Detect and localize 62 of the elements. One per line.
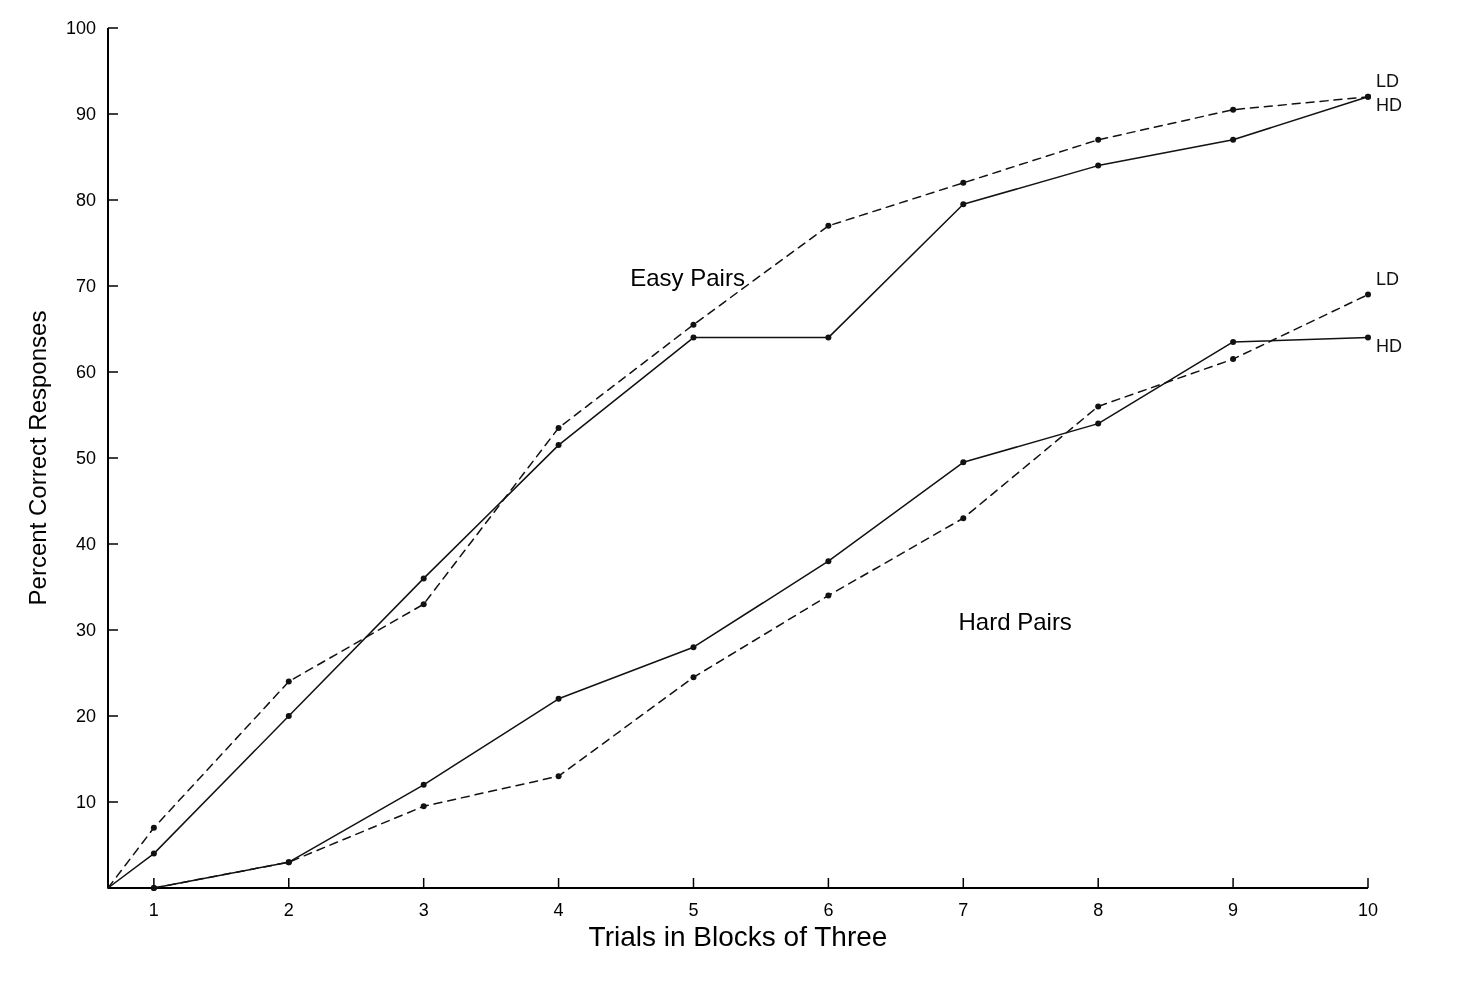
x-tick-label: 2 <box>283 900 294 920</box>
y-tick-label: 80 <box>75 190 96 210</box>
point <box>420 781 427 788</box>
annotation: Easy Pairs <box>630 264 745 291</box>
point <box>285 713 292 719</box>
point <box>1230 136 1237 143</box>
y-tick-label: 20 <box>75 706 96 726</box>
x-tick-label: 7 <box>958 900 969 920</box>
point <box>1230 338 1237 345</box>
series-label: HD <box>1376 335 1402 356</box>
point <box>1095 403 1102 410</box>
series-label: LD <box>1376 70 1400 91</box>
x-tick-label: 6 <box>823 900 834 920</box>
point <box>555 424 562 431</box>
y-tick-label: 100 <box>65 18 96 38</box>
x-tick-label: 8 <box>1093 900 1104 920</box>
x-tick-label: 3 <box>418 900 429 920</box>
x-tick-label: 4 <box>553 900 564 920</box>
series-label: HD <box>1376 94 1402 115</box>
y-tick-label: 40 <box>75 534 96 554</box>
point <box>1230 106 1237 113</box>
series-label: LD <box>1376 268 1400 289</box>
x-tick-label: 5 <box>688 900 699 920</box>
point <box>420 803 427 810</box>
point <box>960 459 967 466</box>
point <box>420 575 427 582</box>
point <box>1095 420 1102 427</box>
point <box>690 674 697 681</box>
point <box>285 678 292 685</box>
point <box>690 334 697 341</box>
point <box>1230 356 1237 363</box>
y-tick-label: 70 <box>75 276 96 296</box>
x-axis-title: Trials in Blocks of Three <box>588 921 888 952</box>
y-tick-label: 50 <box>75 448 96 468</box>
point <box>690 321 697 328</box>
y-tick-label: 30 <box>75 620 96 640</box>
point <box>1365 334 1371 341</box>
x-tick-label: 9 <box>1228 900 1239 920</box>
point <box>1095 162 1102 169</box>
point <box>150 824 157 831</box>
point <box>825 558 832 565</box>
y-tick-label: 10 <box>75 792 96 812</box>
y-tick-label: 60 <box>75 362 96 382</box>
point <box>825 334 832 341</box>
point <box>825 592 832 599</box>
point <box>960 201 967 208</box>
point <box>1365 291 1371 298</box>
point <box>555 695 562 702</box>
y-tick-label: 90 <box>75 104 96 124</box>
point <box>960 515 967 522</box>
point <box>960 179 967 186</box>
annotation: Hard Pairs <box>958 608 1072 635</box>
point <box>420 601 427 608</box>
x-tick-label: 1 <box>148 900 159 920</box>
point <box>150 850 157 857</box>
y-axis-title: Percent Correct Responses <box>24 310 51 606</box>
x-tick-label: 10 <box>1357 900 1379 920</box>
point <box>690 644 697 651</box>
point <box>555 773 562 780</box>
point <box>555 442 562 449</box>
point <box>1095 136 1102 143</box>
point <box>825 222 832 229</box>
